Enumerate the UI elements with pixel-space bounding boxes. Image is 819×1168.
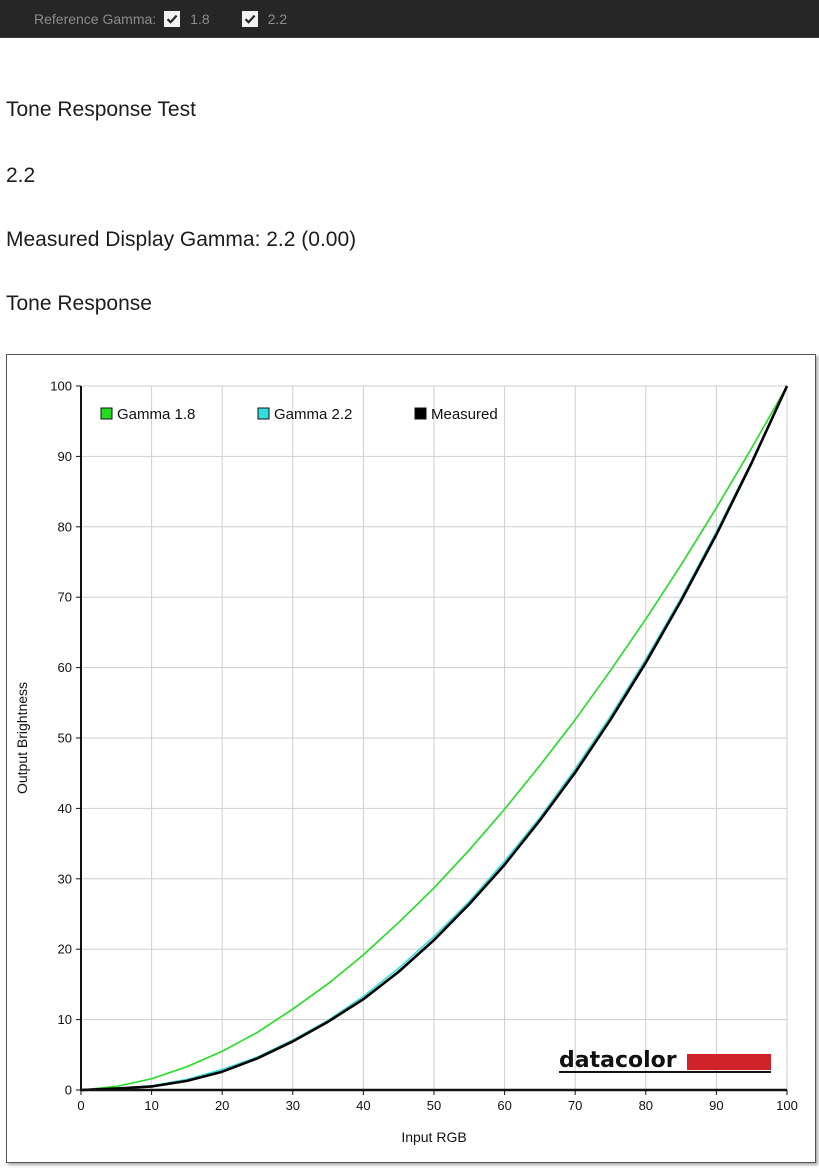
y-tick-label: 60 [58, 660, 72, 675]
y-tick-label: 0 [65, 1083, 72, 1098]
reference-gamma-toolbar: Reference Gamma: 1.8 2.2 [0, 0, 819, 38]
legend-label-measured: Measured [431, 406, 498, 423]
legend-swatch-gamma-2-2 [257, 407, 270, 420]
legend-swatch-gamma-1-8 [100, 407, 113, 420]
datacolor-logo-bar [687, 1054, 771, 1070]
y-tick-label: 50 [58, 731, 72, 746]
page-title: Tone Response Test [6, 98, 196, 121]
tick-labels: 0 10 20 30 40 50 60 70 80 90 100 0 10 20 30 40 50 60 70 80 9… [50, 379, 798, 1114]
x-tick-label: 10 [144, 1098, 158, 1113]
chart-heading: Tone Response [6, 292, 152, 315]
series-lines [80, 385, 789, 1092]
gamma-2-2-label: 2.2 [267, 10, 288, 27]
y-tick-label: 20 [58, 942, 72, 957]
y-tick-label: 40 [58, 801, 72, 816]
checkbox-checked-icon [164, 10, 181, 27]
x-tick-label: 50 [427, 1098, 441, 1113]
x-axis-label: Input RGB [401, 1129, 466, 1145]
y-tick-label: 10 [58, 1012, 72, 1027]
checkbox-checked-icon [241, 10, 258, 27]
y-tick-label: 90 [58, 449, 72, 464]
series-line-measured [80, 385, 789, 1092]
axes [76, 385, 788, 1095]
x-tick-label: 80 [639, 1098, 653, 1113]
x-tick-label: 70 [568, 1098, 582, 1113]
target-gamma-value: 2.2 [6, 164, 36, 187]
x-tick-label: 40 [356, 1098, 370, 1113]
grid-lines [81, 385, 788, 1090]
y-tick-label: 100 [50, 379, 72, 394]
y-tick-label: 80 [58, 519, 72, 534]
series-line-gamma-1-8 [80, 385, 788, 1091]
tone-response-chart-svg: 0 10 20 30 40 50 60 70 80 90 100 0 10 20 30 40 50 60 70 80 9… [14, 379, 798, 1146]
datacolor-logo-text: datacolor [559, 1048, 677, 1073]
gamma-1-8-label: 1.8 [190, 10, 210, 27]
gamma-1-8-checkbox[interactable]: 1.8 [164, 10, 210, 27]
x-tick-label: 100 [776, 1098, 798, 1113]
y-axis-label: Output Brightness [14, 682, 30, 794]
x-tick-label: 30 [286, 1098, 300, 1113]
legend-swatch-measured [414, 407, 427, 420]
reference-gamma-label: Reference Gamma: [34, 10, 157, 27]
x-tick-label: 0 [77, 1098, 84, 1113]
datacolor-logo: datacolor [559, 1048, 771, 1073]
y-tick-label: 70 [58, 590, 72, 605]
legend-label-gamma-1-8: Gamma 1.8 [117, 406, 195, 423]
y-tick-label: 30 [58, 871, 72, 886]
legend: Gamma 1.8 Gamma 2.2 Measured [100, 406, 498, 423]
gamma-2-2-checkbox[interactable]: 2.2 [241, 10, 288, 27]
series-line-gamma-2-2 [80, 385, 788, 1091]
x-tick-label: 90 [709, 1098, 723, 1113]
x-tick-label: 20 [215, 1098, 229, 1113]
tone-response-chart: 0 10 20 30 40 50 60 70 80 90 100 0 10 20 30 40 50 60 70 80 9… [6, 354, 816, 1163]
measured-gamma-text: Measured Display Gamma: 2.2 (0.00) [6, 228, 357, 251]
x-tick-label: 60 [497, 1098, 511, 1113]
legend-label-gamma-2-2: Gamma 2.2 [274, 406, 352, 423]
datacolor-logo-underline [559, 1071, 771, 1073]
